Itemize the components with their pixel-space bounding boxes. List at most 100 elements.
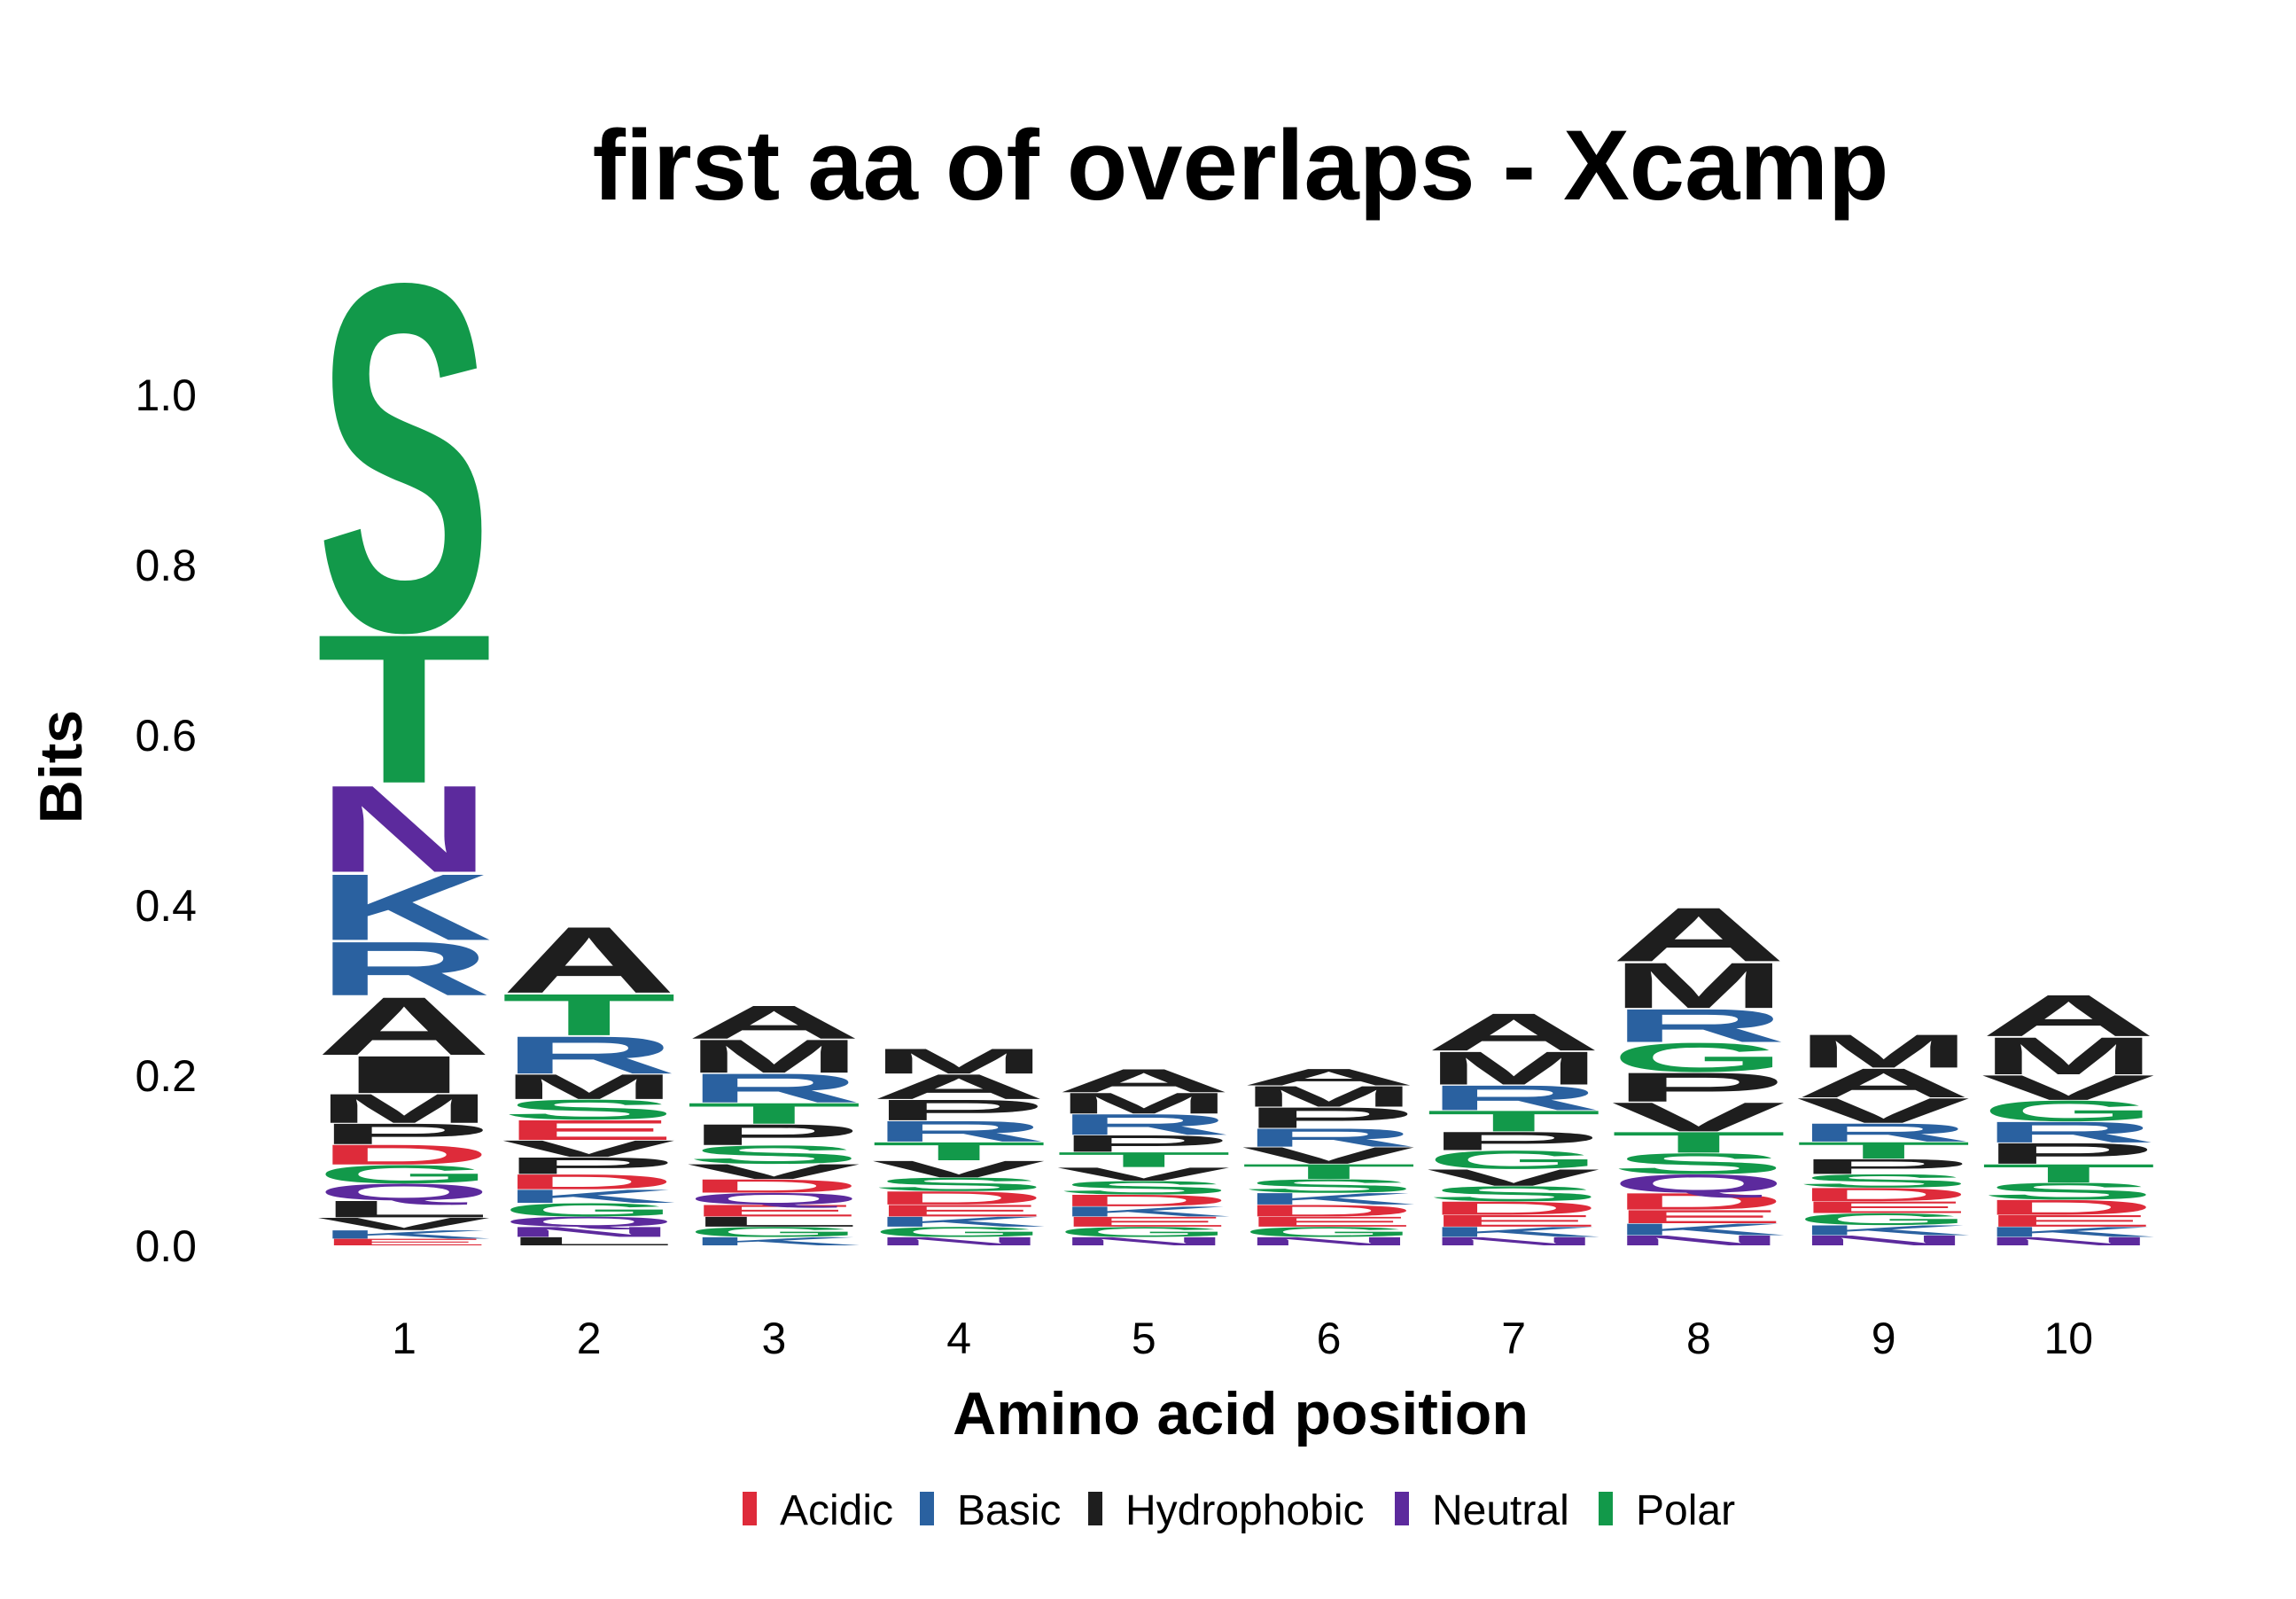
logo-letter: T [1796,1137,1972,1164]
logo-letter: V [502,1135,676,1162]
logo-letter: M [1426,1042,1601,1095]
logo-letter: D [1796,1184,1972,1205]
logo-letter: L [316,1196,492,1222]
logo-letter: P [686,1119,861,1151]
logo-letter: A [1426,1002,1601,1062]
logo-letter: E [1611,1206,1786,1228]
logo-letter: S [686,1140,861,1169]
legend-label-polar: Polar [1636,1487,1735,1534]
logo-letter: R [1426,1078,1601,1118]
logo-letter: T [1611,1126,1786,1158]
x-tick-label: 3 [761,1314,786,1363]
x-tick-label: 5 [1132,1314,1156,1363]
logo-letter: S [1796,1170,1972,1191]
logo-letter: D [316,1139,492,1171]
logo-letter: G [1056,1224,1232,1240]
logo-letter: T [686,1096,861,1129]
logo-letter: D [502,1170,677,1194]
logo-letter: P [1611,1065,1786,1111]
logo-letter: K [1611,1221,1786,1239]
x-tick-label: 8 [1686,1314,1711,1363]
logo-letter: P [502,1152,677,1179]
logo-letter: P [1056,1130,1232,1157]
logo-letter: K [1241,1190,1417,1208]
logo-letter: G [502,1199,677,1221]
logo-letter: T [502,981,677,1048]
logo-letter: G [1426,1145,1601,1174]
logo-letter: R [502,1026,677,1085]
logo-letter: E [1241,1213,1417,1229]
logo-letter: S [316,180,492,735]
logo-letter: R [1611,999,1786,1052]
logo-letter: A [871,1067,1047,1107]
logo-letter: T [1056,1148,1232,1172]
logo-letter: S [502,1094,677,1126]
legend-label-neutral: Neutral [1432,1487,1569,1534]
logo-letter: N [871,1235,1047,1248]
x-tick-label: 6 [1317,1314,1342,1363]
logo-letter: N [1241,1235,1417,1248]
logo-letter: K [502,1186,677,1207]
logo-letter: R [316,926,492,1012]
logo-letter: E [871,1201,1047,1220]
logo-letter: E [502,1114,677,1146]
logo-letter: K [1981,1224,2156,1240]
logo-letter: A [1611,892,1786,978]
logo-letter: A [1241,1065,1417,1091]
logo-stacks: EKVLQGDPMIARKNTSLNQGKDPVESMRTAKGLEQDVSPT… [316,180,2156,1249]
logo-letter: M [1611,949,1786,1022]
logo-letter: Q [1611,1169,1786,1198]
logo-letter: D [1981,1196,2156,1220]
logo-letter: A [316,980,492,1072]
logo-letter: P [316,1118,492,1150]
logo-letter: D [686,1175,861,1197]
logo-letter: T [871,1136,1047,1166]
x-tick-label: 2 [577,1314,602,1363]
logo-letter: V [1426,1165,1600,1191]
logo-letter: M [502,1067,677,1107]
logo-letter: A [686,995,861,1049]
logo-letter: P [871,1094,1047,1127]
logo-letter: E [1981,1212,2156,1230]
legend-swatch-polar [1599,1492,1613,1525]
logo-letter: V [1056,1164,1231,1185]
y-tick-label: 0.2 [135,1051,197,1101]
logo-letter: A [1056,1063,1232,1100]
logo-letter: V [1796,1091,1971,1131]
logo-letter: V [686,1159,860,1183]
logo-letter: N [1796,1233,1972,1249]
logo-letter: S [1426,1182,1601,1205]
logo-letter: K [316,854,492,960]
legend-label-basic: Basic [957,1487,1061,1534]
legend-swatch-hydrophobic [1088,1492,1102,1525]
logo-letter: N [502,1224,677,1240]
logo-letter: L [502,1235,677,1248]
y-tick-label: 0.4 [135,881,197,931]
logo-letter: N [1611,1233,1786,1249]
logo-letter: M [871,1041,1047,1081]
logo-letter: V [1981,1068,2155,1108]
logo-letter: R [1796,1118,1972,1147]
x-tick-label: 10 [2043,1314,2093,1363]
logo-letter: R [1056,1108,1232,1141]
logo-letter: L [686,1213,861,1229]
logo-letter: A [1981,983,2156,1049]
logo-letter: S [1056,1177,1232,1198]
logo-letter: K [316,1228,492,1241]
logo-letter: S [871,1174,1047,1195]
y-tick-label: 1.0 [135,370,197,420]
logo-letter: Q [316,1179,492,1205]
logo-letter: E [1056,1213,1232,1229]
logo-letter: D [1611,1189,1786,1215]
logo-letter: A [1796,1060,1972,1106]
logo-letter: R [871,1115,1047,1148]
